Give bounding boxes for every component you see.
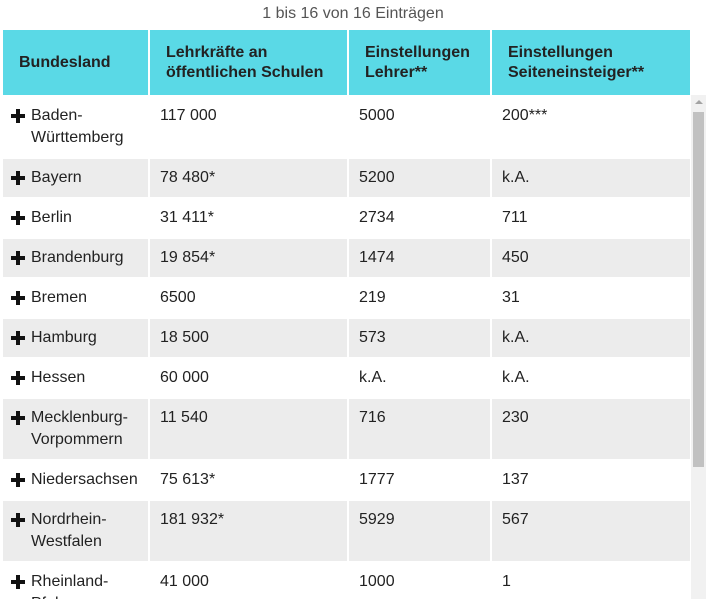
table-row[interactable]: Bremen 6500 219 31 bbox=[3, 279, 690, 319]
plus-icon[interactable] bbox=[11, 411, 25, 425]
cell-bundesland[interactable]: Rheinland-Pfalz bbox=[3, 563, 148, 599]
cell-bundesland[interactable]: Hamburg bbox=[3, 319, 148, 359]
state-name: Niedersachsen bbox=[31, 471, 138, 488]
state-name: Brandenburg bbox=[31, 249, 124, 266]
cell-einstellungen-seiteneinsteiger: 450 bbox=[492, 239, 690, 279]
cell-einstellungen-lehrer: 716 bbox=[349, 399, 490, 461]
table-row[interactable]: Hamburg 18 500 573 k.A. bbox=[3, 319, 690, 359]
cell-bundesland[interactable]: Nordrhein-Westfalen bbox=[3, 501, 148, 563]
table-row[interactable]: Berlin 31 411* 2734 711 bbox=[3, 199, 690, 239]
table-row[interactable]: Nordrhein-Westfalen 181 932* 5929 567 bbox=[3, 501, 690, 563]
data-table: Bundesland Lehrkräfte an öffentlichen Sc… bbox=[3, 30, 692, 599]
cell-bundesland[interactable]: Bremen bbox=[3, 279, 148, 319]
cell-einstellungen-seiteneinsteiger: 1 bbox=[492, 563, 690, 599]
table-row[interactable]: Baden-Württemberg 117 000 5000 200*** bbox=[3, 97, 690, 159]
plus-icon[interactable] bbox=[11, 371, 25, 385]
cell-einstellungen-lehrer: 5929 bbox=[349, 501, 490, 563]
cell-lehrkraefte: 11 540 bbox=[150, 399, 347, 461]
table-row[interactable]: Niedersachsen 75 613* 1777 137 bbox=[3, 461, 690, 501]
cell-lehrkraefte: 18 500 bbox=[150, 319, 347, 359]
cell-einstellungen-seiteneinsteiger: 711 bbox=[492, 199, 690, 239]
plus-icon[interactable] bbox=[11, 473, 25, 487]
state-name: Baden-Württemberg bbox=[31, 107, 124, 146]
arrow-up-icon[interactable] bbox=[691, 95, 706, 110]
state-name: Nordrhein-Westfalen bbox=[31, 511, 107, 550]
column-header-lehrkraefte[interactable]: Lehrkräfte an öffentlichen Schulen bbox=[150, 30, 347, 97]
cell-einstellungen-seiteneinsteiger: 230 bbox=[492, 399, 690, 461]
cell-einstellungen-seiteneinsteiger: 200*** bbox=[492, 97, 690, 159]
cell-lehrkraefte: 78 480* bbox=[150, 159, 347, 199]
vertical-scrollbar[interactable] bbox=[691, 95, 706, 599]
plus-icon[interactable] bbox=[11, 513, 25, 527]
state-name: Bremen bbox=[31, 289, 88, 306]
column-header-einstellungen-seiteneinsteiger[interactable]: Einstellungen Seiteneinsteiger** bbox=[492, 30, 690, 97]
plus-icon[interactable] bbox=[11, 331, 25, 345]
cell-einstellungen-lehrer: 2734 bbox=[349, 199, 490, 239]
data-table-container: Bundesland Lehrkräfte an öffentlichen Sc… bbox=[3, 30, 706, 599]
plus-icon[interactable] bbox=[11, 211, 25, 225]
cell-einstellungen-lehrer: k.A. bbox=[349, 359, 490, 399]
cell-einstellungen-seiteneinsteiger: 137 bbox=[492, 461, 690, 501]
cell-einstellungen-lehrer: 573 bbox=[349, 319, 490, 359]
cell-einstellungen-seiteneinsteiger: k.A. bbox=[492, 159, 690, 199]
plus-icon[interactable] bbox=[11, 251, 25, 265]
cell-bundesland[interactable]: Berlin bbox=[3, 199, 148, 239]
state-name: Mecklenburg-Vorpommern bbox=[31, 409, 128, 448]
cell-einstellungen-seiteneinsteiger: k.A. bbox=[492, 319, 690, 359]
plus-icon[interactable] bbox=[11, 291, 25, 305]
state-name: Berlin bbox=[31, 209, 72, 226]
state-name: Rheinland-Pfalz bbox=[31, 573, 109, 599]
cell-bundesland[interactable]: Hessen bbox=[3, 359, 148, 399]
table-row[interactable]: Brandenburg 19 854* 1474 450 bbox=[3, 239, 690, 279]
cell-lehrkraefte: 75 613* bbox=[150, 461, 347, 501]
cell-einstellungen-seiteneinsteiger: k.A. bbox=[492, 359, 690, 399]
state-name: Hessen bbox=[31, 369, 86, 386]
cell-lehrkraefte: 19 854* bbox=[150, 239, 347, 279]
cell-lehrkraefte: 60 000 bbox=[150, 359, 347, 399]
state-name: Hamburg bbox=[31, 329, 97, 346]
cell-bundesland[interactable]: Niedersachsen bbox=[3, 461, 148, 501]
plus-icon[interactable] bbox=[11, 575, 25, 589]
cell-einstellungen-lehrer: 1474 bbox=[349, 239, 490, 279]
plus-icon[interactable] bbox=[11, 109, 25, 123]
cell-lehrkraefte: 6500 bbox=[150, 279, 347, 319]
cell-einstellungen-lehrer: 1000 bbox=[349, 563, 490, 599]
column-header-bundesland[interactable]: Bundesland bbox=[3, 30, 148, 97]
cell-einstellungen-lehrer: 1777 bbox=[349, 461, 490, 501]
cell-bundesland[interactable]: Bayern bbox=[3, 159, 148, 199]
table-row[interactable]: Mecklenburg-Vorpommern 11 540 716 230 bbox=[3, 399, 690, 461]
table-row[interactable]: Bayern 78 480* 5200 k.A. bbox=[3, 159, 690, 199]
table-body: Baden-Württemberg 117 000 5000 200*** Bayern… bbox=[3, 97, 690, 599]
cell-einstellungen-seiteneinsteiger: 31 bbox=[492, 279, 690, 319]
table-row[interactable]: Hessen 60 000 k.A. k.A. bbox=[3, 359, 690, 399]
cell-einstellungen-lehrer: 5200 bbox=[349, 159, 490, 199]
column-header-einstellungen-lehrer[interactable]: Einstellungen Lehrer** bbox=[349, 30, 490, 97]
cell-lehrkraefte: 41 000 bbox=[150, 563, 347, 599]
plus-icon[interactable] bbox=[11, 171, 25, 185]
state-name: Bayern bbox=[31, 169, 82, 186]
table-info: 1 bis 16 von 16 Einträgen bbox=[262, 5, 444, 22]
cell-lehrkraefte: 117 000 bbox=[150, 97, 347, 159]
table-header-row: Bundesland Lehrkräfte an öffentlichen Sc… bbox=[3, 30, 690, 97]
cell-lehrkraefte: 31 411* bbox=[150, 199, 347, 239]
cell-lehrkraefte: 181 932* bbox=[150, 501, 347, 563]
cell-bundesland[interactable]: Mecklenburg-Vorpommern bbox=[3, 399, 148, 461]
cell-einstellungen-seiteneinsteiger: 567 bbox=[492, 501, 690, 563]
cell-einstellungen-lehrer: 5000 bbox=[349, 97, 490, 159]
scrollbar-thumb[interactable] bbox=[693, 112, 704, 467]
cell-einstellungen-lehrer: 219 bbox=[349, 279, 490, 319]
cell-bundesland[interactable]: Brandenburg bbox=[3, 239, 148, 279]
cell-bundesland[interactable]: Baden-Württemberg bbox=[3, 97, 148, 159]
